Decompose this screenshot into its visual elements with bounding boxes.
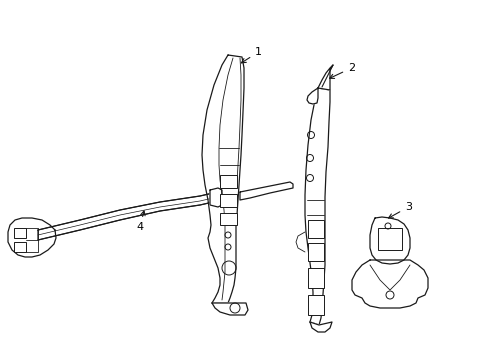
Text: 1: 1 xyxy=(241,47,262,63)
Bar xyxy=(307,243,324,261)
Text: 3: 3 xyxy=(388,202,411,218)
Bar xyxy=(14,228,26,238)
Text: 2: 2 xyxy=(329,63,354,78)
Polygon shape xyxy=(212,303,247,315)
Bar xyxy=(377,228,401,250)
Bar xyxy=(14,242,26,252)
Bar xyxy=(220,175,237,188)
Polygon shape xyxy=(38,193,213,240)
Polygon shape xyxy=(305,88,329,325)
Polygon shape xyxy=(317,65,332,90)
Polygon shape xyxy=(202,55,244,303)
Polygon shape xyxy=(309,322,331,332)
Polygon shape xyxy=(351,260,427,308)
Polygon shape xyxy=(369,217,409,264)
Polygon shape xyxy=(209,188,222,207)
Bar xyxy=(307,295,324,315)
Polygon shape xyxy=(306,88,317,104)
Bar xyxy=(307,220,324,238)
Bar xyxy=(307,268,324,288)
Bar xyxy=(220,213,237,225)
Polygon shape xyxy=(240,182,292,200)
Bar xyxy=(220,194,237,207)
Polygon shape xyxy=(8,218,56,257)
Text: 4: 4 xyxy=(136,211,145,232)
